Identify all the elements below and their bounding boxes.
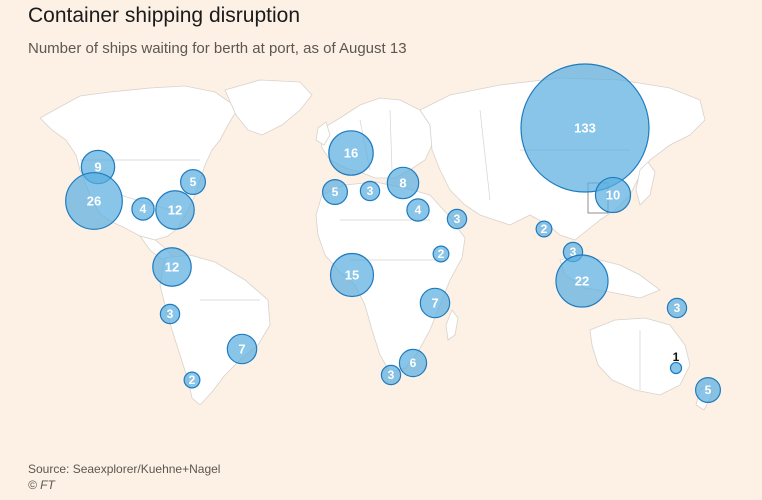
bubble-value-label: 2 — [438, 247, 445, 261]
port-bubble: 3 — [446, 208, 468, 230]
bubble-circle — [329, 252, 375, 298]
port-bubble: 12 — [155, 190, 195, 230]
port-bubble: 7 — [419, 287, 451, 319]
bubble-circle — [535, 220, 553, 238]
bubble-value-label: 5 — [705, 383, 712, 397]
bubble-circle — [432, 245, 450, 263]
bubble-value-label: 3 — [570, 245, 577, 259]
bubble-value-label: 26 — [87, 194, 101, 209]
bubble-value-label: 4 — [140, 202, 147, 216]
bubble-value-label: 10 — [606, 188, 620, 203]
bubble-circle — [131, 197, 155, 221]
port-bubble: 7 — [226, 333, 258, 365]
port-bubble: 4 — [406, 198, 430, 222]
bubble-value-label: 7 — [431, 296, 438, 311]
bubble-circle — [183, 371, 201, 389]
south-america-landmass — [159, 254, 271, 406]
bubble-value-label: 15 — [345, 268, 359, 283]
bubble-value-label: 3 — [167, 307, 174, 321]
bubble-circle — [328, 130, 374, 176]
port-bubble: 133 — [520, 63, 650, 193]
port-bubble: 5 — [694, 376, 722, 404]
port-bubble: 8 — [386, 166, 420, 200]
bubble-circle — [520, 63, 650, 193]
bubble-value-label: 3 — [388, 368, 395, 382]
japan-landmass — [635, 161, 656, 206]
port-bubble: 12 — [152, 247, 192, 287]
bubble-value-label: 2 — [541, 222, 548, 236]
bubble-value-label: 12 — [168, 203, 182, 218]
port-bubble: 6 — [398, 348, 428, 378]
port-bubble: 5 — [321, 178, 349, 206]
bubble-circle — [669, 361, 683, 375]
chart-subtitle: Number of ships waiting for berth at por… — [28, 40, 407, 57]
port-bubble: 3 — [359, 180, 381, 202]
bubble-value-label: 5 — [332, 185, 339, 199]
bubble-value-label: 1 — [673, 350, 680, 364]
bubble-circle — [694, 376, 722, 404]
port-bubble: 10 — [594, 176, 632, 214]
greenland-landmass — [224, 79, 313, 136]
bubble-circle — [226, 333, 258, 365]
bubble-circle — [152, 247, 192, 287]
port-bubble: 4 — [131, 197, 155, 221]
port-bubble: 2 — [432, 245, 450, 263]
bubble-circle — [386, 166, 420, 200]
bubble-value-label: 133 — [574, 121, 596, 136]
bubble-circle — [155, 190, 195, 230]
bubble-circle — [321, 178, 349, 206]
bubble-circle — [159, 303, 181, 325]
port-bubble: 2 — [535, 220, 553, 238]
bubble-circle — [65, 172, 123, 230]
bubble-value-label: 7 — [238, 342, 245, 357]
bubble-circle — [406, 198, 430, 222]
bubble-value-label: 3 — [454, 212, 461, 226]
bubble-value-label: 6 — [410, 356, 417, 370]
port-bubble: 3 — [666, 297, 688, 319]
bubble-circle — [398, 348, 428, 378]
bubble-circle — [594, 176, 632, 214]
port-bubble: 1 — [669, 350, 683, 375]
bubble-circle — [555, 254, 609, 308]
port-bubble: 16 — [328, 130, 374, 176]
port-bubble: 26 — [65, 172, 123, 230]
port-bubble: 2 — [183, 371, 201, 389]
credit-note: © FT — [28, 478, 55, 492]
source-note: Source: Seaexplorer/Kuehne+Nagel — [28, 462, 221, 476]
bubble-value-label: 9 — [94, 160, 101, 175]
bubble-value-label: 12 — [165, 260, 179, 275]
bubble-value-label: 3 — [367, 184, 374, 198]
port-bubble: 22 — [555, 254, 609, 308]
bubble-value-label: 22 — [575, 274, 589, 289]
bubble-circle — [179, 168, 207, 196]
port-bubble: 3 — [159, 303, 181, 325]
bubble-value-label: 16 — [344, 146, 358, 161]
port-bubble: 3 — [380, 364, 402, 386]
bubble-circle — [419, 287, 451, 319]
bubble-value-label: 8 — [399, 176, 406, 191]
bubble-value-label: 3 — [674, 301, 681, 315]
uk-landmass — [315, 121, 331, 146]
bubble-value-label: 4 — [415, 203, 422, 217]
madagascar-landmass — [445, 309, 459, 341]
port-bubble: 5 — [179, 168, 207, 196]
chart-title: Container shipping disruption — [28, 4, 301, 27]
bubble-circle — [666, 297, 688, 319]
bubble-circle — [359, 180, 381, 202]
bubble-circle — [380, 364, 402, 386]
bubble-value-label: 5 — [190, 175, 197, 189]
port-bubble: 15 — [329, 252, 375, 298]
bubble-circle — [446, 208, 468, 230]
bubble-value-label: 2 — [189, 373, 196, 387]
